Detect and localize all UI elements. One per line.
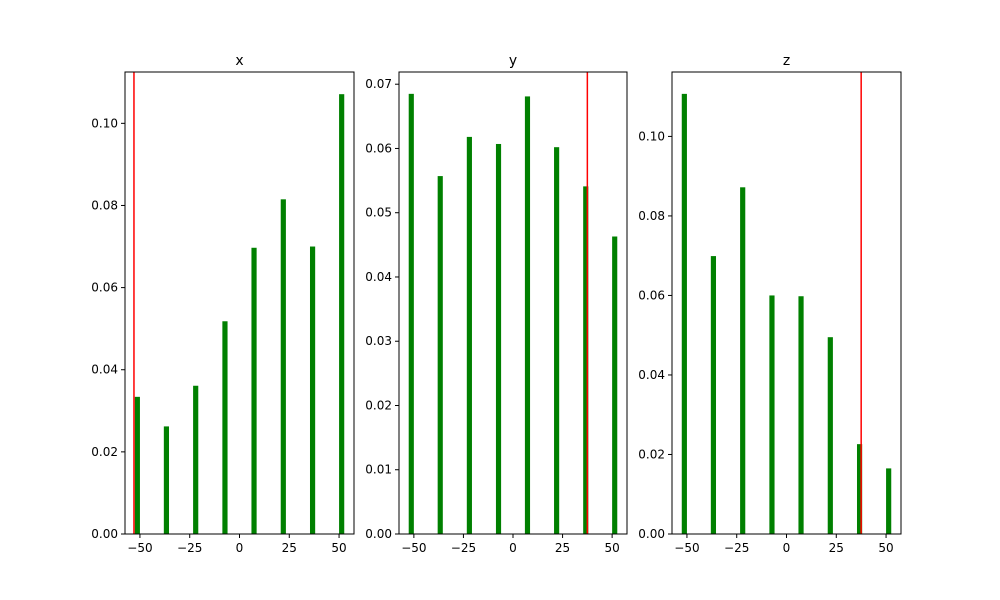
bar-z-3 xyxy=(769,295,775,534)
ytick-label-x-3: 0.06 xyxy=(91,281,118,295)
ytick-label-z-4: 0.08 xyxy=(638,209,665,223)
ytick-label-z-1: 0.02 xyxy=(638,447,665,461)
bar-y-3 xyxy=(495,143,502,534)
xtick-label-z-3: 25 xyxy=(829,541,844,555)
xtick-label-z-1: −25 xyxy=(724,541,749,555)
bar-y-0 xyxy=(408,93,414,534)
xtick-label-x-4: 50 xyxy=(331,541,346,555)
ytick-label-x-0: 0.00 xyxy=(91,527,118,541)
bar-x-0 xyxy=(134,396,140,534)
ytick-label-y-3: 0.03 xyxy=(365,334,392,348)
subplot-x: x −50 −25 0 25 50 0.00 0.02 0.04 0.06 0.08 0.10 xyxy=(91,53,355,555)
bar-x-7 xyxy=(339,94,345,535)
xtick-label-z-4: 50 xyxy=(878,541,893,555)
bar-y-6 xyxy=(583,186,589,534)
bar-x-6 xyxy=(309,246,316,534)
ytick-label-x-5: 0.10 xyxy=(91,116,118,130)
ytick-label-y-1: 0.01 xyxy=(365,463,392,477)
bar-z-2 xyxy=(740,187,746,535)
xtick-label-x-3: 25 xyxy=(282,541,297,555)
xtick-label-y-0: −50 xyxy=(401,541,426,555)
bar-x-5 xyxy=(280,199,286,534)
subplot-title-x: x xyxy=(235,53,243,69)
xtick-label-y-4: 50 xyxy=(604,541,619,555)
bar-x-3 xyxy=(222,321,228,534)
xtick-label-y-1: −25 xyxy=(451,541,476,555)
bar-z-6 xyxy=(856,444,863,534)
ytick-label-y-0: 0.00 xyxy=(365,527,392,541)
bar-z-7 xyxy=(886,468,892,534)
bar-x-4 xyxy=(251,247,257,534)
bar-z-4 xyxy=(798,296,804,534)
ytick-label-z-5: 0.10 xyxy=(638,129,665,143)
subplot-y: y −50 −25 0 25 50 0.00 0.01 0.02 0.03 0.04 0.05 0.0… xyxy=(365,53,628,555)
xtick-label-z-0: −50 xyxy=(674,541,699,555)
ytick-label-z-2: 0.04 xyxy=(638,368,665,382)
bar-y-2 xyxy=(466,136,472,534)
bar-x-1 xyxy=(163,426,170,534)
ytick-label-y-7: 0.07 xyxy=(365,77,392,91)
subplot-z: z −50 −25 0 25 50 0.00 0.02 0.04 0.06 0.08 0.10 xyxy=(638,53,902,555)
xtick-label-y-2: 0 xyxy=(509,541,517,555)
ytick-label-x-4: 0.08 xyxy=(91,198,118,212)
bar-x-2 xyxy=(193,385,199,534)
xtick-label-x-1: −25 xyxy=(177,541,202,555)
ytick-label-y-4: 0.04 xyxy=(365,270,392,284)
ytick-label-x-2: 0.04 xyxy=(91,363,118,377)
ytick-label-y-6: 0.06 xyxy=(365,141,392,155)
xtick-label-x-2: 0 xyxy=(236,541,244,555)
ytick-label-z-3: 0.06 xyxy=(638,288,665,302)
ytick-label-y-2: 0.02 xyxy=(365,398,392,412)
xtick-label-x-0: −50 xyxy=(127,541,152,555)
ytick-label-z-0: 0.00 xyxy=(638,527,665,541)
subplot-title-y: y xyxy=(509,53,517,69)
bar-z-1 xyxy=(710,256,717,534)
xtick-label-z-2: 0 xyxy=(783,541,791,555)
bar-z-0 xyxy=(681,93,687,535)
bar-z-5 xyxy=(827,337,833,534)
bar-y-1 xyxy=(437,176,443,534)
ytick-label-y-5: 0.05 xyxy=(365,206,392,220)
bar-y-4 xyxy=(524,96,531,535)
ytick-label-x-1: 0.02 xyxy=(91,445,118,459)
xtick-label-y-3: 25 xyxy=(555,541,570,555)
bar-y-5 xyxy=(554,147,560,534)
bar-y-7 xyxy=(612,236,618,534)
subplot-title-z: z xyxy=(783,53,790,69)
